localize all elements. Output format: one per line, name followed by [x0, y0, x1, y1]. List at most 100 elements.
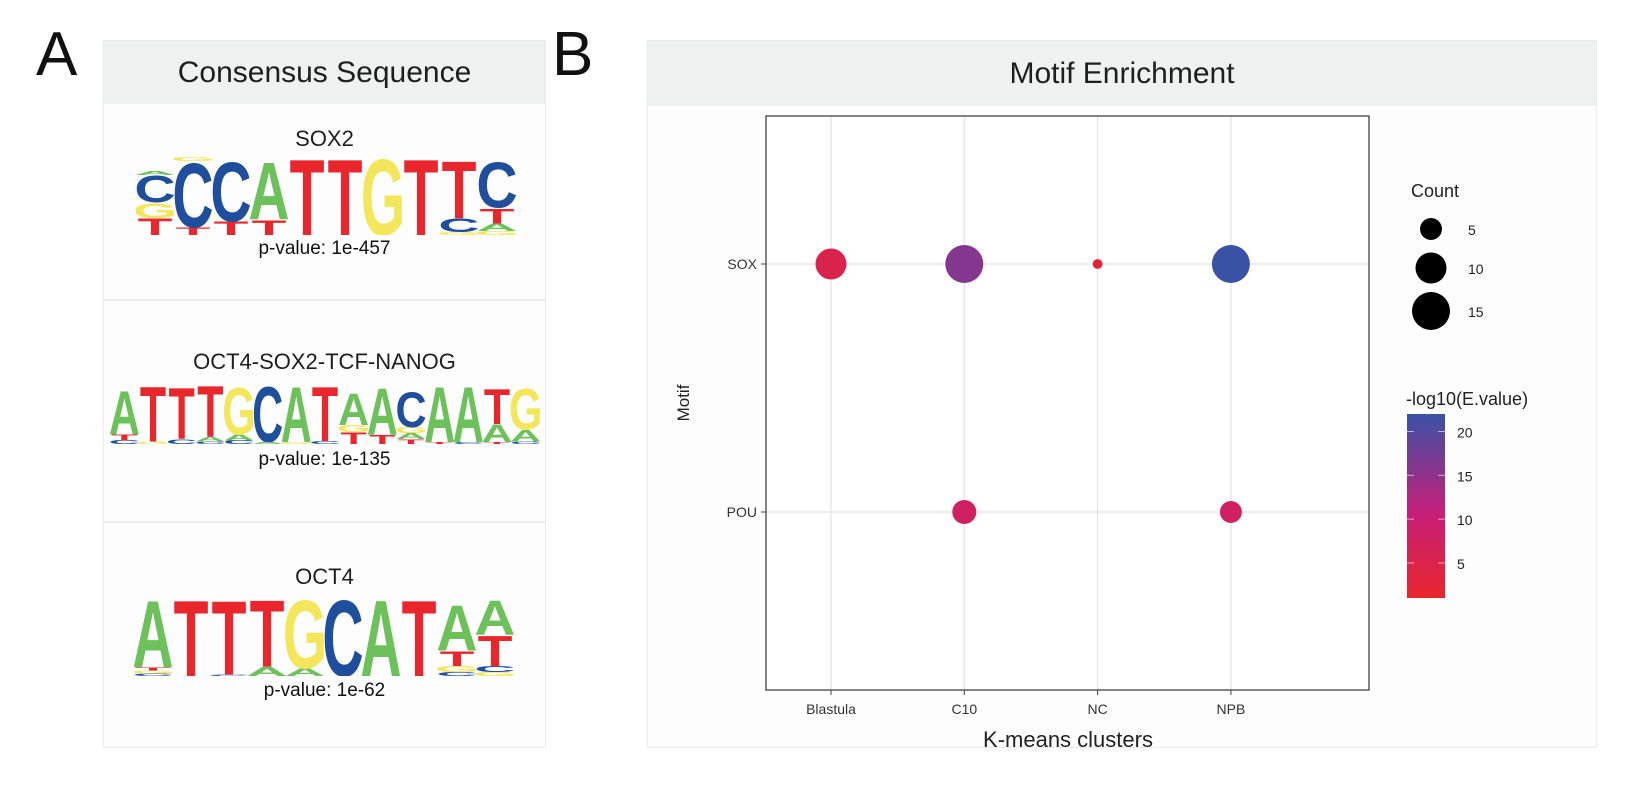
logo-base-t: T — [427, 442, 454, 444]
logo-base-t: T — [176, 225, 211, 235]
colorbar-tick-label: 10 — [1457, 512, 1473, 528]
size-legend-label: 5 — [1468, 222, 1476, 238]
colorbar-tick-label: 20 — [1457, 425, 1473, 441]
motif-enrichment-title: Motif Enrichment — [1009, 56, 1235, 90]
plot-grid — [766, 116, 1369, 690]
size-legend-label: 15 — [1468, 304, 1484, 320]
x-axis: Blastula C10 NC NPB — [806, 690, 1245, 717]
logo-base-c: C — [166, 438, 197, 444]
logo-base-t: T — [328, 157, 363, 235]
logo-base-t: T — [174, 598, 209, 676]
x-tick-label: C10 — [951, 701, 977, 717]
logo-base-t: T — [404, 157, 439, 235]
data-point-sox-nc — [1092, 259, 1103, 269]
data-point-pou-npb — [1219, 501, 1242, 523]
color-legend-title: -log10(E.value) — [1406, 389, 1528, 409]
logo-base-a: A — [453, 384, 484, 444]
logo-base-g: G — [509, 384, 540, 442]
logo-base-a: A — [395, 432, 426, 441]
size-legend-label: 10 — [1468, 261, 1484, 277]
colorbar-tick-label: 5 — [1457, 556, 1465, 572]
logo-base-a: A — [223, 433, 254, 442]
logo-base-c: C — [134, 673, 174, 676]
logo-base-a: A — [476, 221, 516, 233]
logo-base-t: T — [212, 598, 247, 676]
plot-background — [766, 116, 1369, 690]
logo-base-a: A — [481, 420, 512, 444]
logo-base-c: C — [309, 440, 340, 444]
data-point-sox-c10 — [945, 245, 984, 283]
panel-a-letter: A — [36, 20, 78, 89]
logo-base-a: A — [252, 441, 283, 444]
logo-base-t: T — [440, 647, 475, 671]
logo-base-t: T — [169, 384, 195, 444]
logo-base-t: T — [290, 157, 325, 235]
data-point-pou-c10 — [952, 499, 977, 525]
logo-base-g: G — [435, 664, 479, 674]
logo-base-c: C — [436, 671, 477, 676]
logo-base-a: A — [367, 384, 398, 444]
consensus-sequence-title: Consensus Sequence — [177, 55, 472, 89]
size-legend: Count 5 10 15 — [1411, 181, 1484, 330]
logo-base-t: T — [250, 598, 285, 676]
logo-base-t: T — [480, 204, 515, 228]
plot-points — [815, 245, 1250, 525]
logo-base-c: C — [453, 442, 484, 444]
logo-base-a: A — [195, 436, 226, 444]
logo-base-t: T — [484, 442, 511, 444]
logo-base-a: A — [284, 666, 325, 676]
x-axis-label: K-means clusters — [983, 727, 1153, 752]
logo-base-t: T — [197, 384, 223, 444]
colorbar — [1407, 414, 1445, 598]
consensus-sequence-header: Consensus Sequence — [104, 41, 545, 104]
logo-base-a: A — [510, 426, 540, 444]
logo-base-c: C — [208, 674, 249, 676]
logo-base-c: C — [210, 157, 251, 235]
logo-base-c: C — [110, 440, 140, 444]
logo-base-a: A — [246, 664, 287, 676]
logo-base-g: G — [361, 157, 405, 235]
logo-base-t: T — [138, 214, 173, 235]
data-point-sox-blastula — [815, 248, 847, 280]
logo-base-t: T — [442, 157, 477, 235]
y-tick-label: SOX — [727, 256, 757, 272]
logo-base-t: T — [140, 384, 166, 444]
logo-base-t: T — [478, 626, 513, 675]
logo-base-t: T — [369, 433, 395, 444]
motif-name: SOX2 — [295, 126, 354, 151]
size-legend-dot — [1412, 292, 1450, 330]
logo-base-g: G — [136, 441, 169, 444]
x-tick-label: NC — [1087, 701, 1107, 717]
logo-base-a: A — [474, 598, 514, 646]
logo-base-g: G — [171, 157, 215, 162]
logo-base-c: C — [474, 664, 514, 674]
x-tick-label: NPB — [1217, 701, 1246, 717]
logo-base-a: A — [248, 157, 289, 235]
logo-base-t: T — [484, 384, 510, 435]
logo-base-t: T — [398, 438, 425, 444]
y-axis-label: Motif — [674, 384, 693, 421]
logo-base-g: G — [475, 230, 516, 235]
size-legend-dot — [1415, 252, 1447, 284]
motif-pvalue: p-value: 1e-457 — [258, 238, 391, 259]
size-legend-title: Count — [1411, 181, 1459, 201]
logo-base-t: T — [312, 384, 338, 444]
x-tick-label: Blastula — [806, 701, 856, 717]
logo-base-c: C — [510, 441, 540, 444]
logo-base-t: T — [252, 216, 287, 235]
logo-base-c: C — [195, 441, 226, 444]
logo-base-c: C — [322, 598, 363, 676]
data-point-sox-npb — [1211, 245, 1250, 283]
logo-base-a: A — [436, 598, 477, 664]
logo-base-c: C — [252, 384, 283, 444]
logo-base-t: T — [341, 429, 367, 444]
logo-base-c: C — [223, 440, 254, 444]
logo-base-t: T — [214, 218, 249, 235]
logo-base-a: A — [110, 384, 140, 444]
